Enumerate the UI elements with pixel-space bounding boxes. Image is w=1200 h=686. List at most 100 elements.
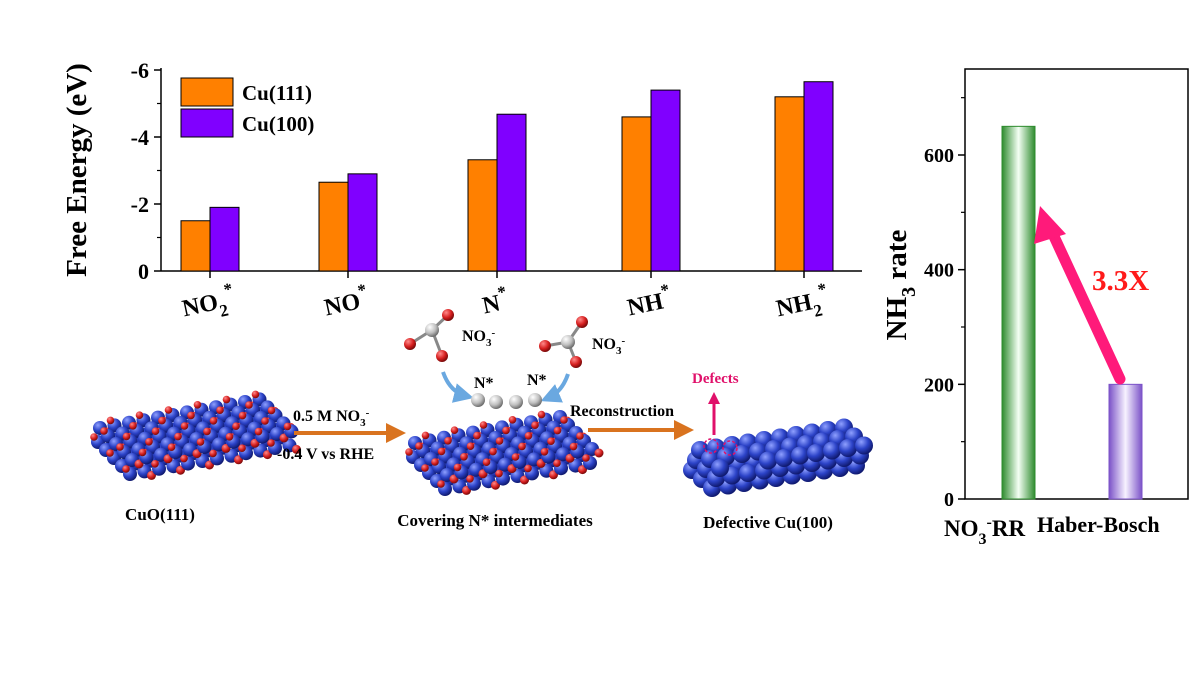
o-atom	[245, 401, 253, 409]
defect-marker-2	[722, 440, 738, 456]
o-atom	[421, 464, 429, 472]
o-atom	[167, 443, 176, 452]
bar-haber-bosch	[1108, 383, 1143, 500]
free-energy-y-axis-label: Free Energy (eV)	[61, 63, 93, 277]
o-atom	[524, 432, 533, 440]
o-atom	[482, 458, 491, 467]
o-atom	[209, 417, 218, 425]
x-tick-label-2: N*	[479, 282, 511, 320]
o-atom	[437, 480, 445, 488]
o-atom	[106, 416, 115, 425]
o-atom	[453, 463, 462, 472]
o-atom	[479, 421, 488, 429]
o-atom	[495, 469, 503, 478]
o-atom	[187, 411, 195, 420]
cu-atom	[791, 446, 809, 465]
x-tick-label-0: NO2*	[178, 279, 238, 328]
o-atom	[196, 438, 205, 446]
o-atom	[473, 431, 481, 440]
o-atom	[116, 443, 124, 451]
o-atom	[576, 432, 584, 440]
bar-cu111-1	[318, 181, 349, 272]
enhancement-factor-label: 3.3X	[1092, 265, 1149, 297]
defective-cu100-slab-illustration	[683, 418, 873, 497]
electrolyte-label: 0.5 M NO3-	[293, 407, 370, 429]
o-atom	[254, 427, 263, 436]
o-atom	[100, 427, 108, 435]
o-atom	[466, 442, 475, 451]
o-atom	[267, 439, 275, 447]
cu-atom	[855, 436, 873, 455]
o-atom	[594, 448, 604, 458]
bar-cu100-1	[347, 173, 378, 272]
o-atom	[437, 447, 446, 456]
o-atom	[511, 453, 520, 461]
nh3-rate-y-ticks: 0 200 400 600	[924, 97, 965, 511]
o-atom	[193, 401, 202, 409]
o-atom	[489, 447, 497, 456]
o-atom	[531, 421, 539, 430]
o-atom	[122, 465, 130, 473]
cu-atom	[711, 459, 729, 477]
legend-swatch-cu111	[180, 77, 234, 107]
bar-cu111-2	[467, 159, 498, 272]
o-atom	[283, 422, 292, 431]
o-atom	[415, 442, 423, 450]
y-tick-label: 600	[924, 145, 954, 167]
o-atom	[106, 449, 114, 457]
o-atom	[444, 437, 452, 445]
n-covered-slab-illustration	[405, 410, 604, 496]
reconstruction-schematic: NO3- NO3- N* N* 0.5 M NO3- -0.4 V vs	[90, 309, 873, 532]
legend-swatch-cu100	[180, 108, 234, 138]
legend-label-cu100: Cu(100)	[242, 112, 314, 136]
y-tick-label: 0	[944, 489, 954, 511]
cu-atom	[775, 449, 793, 467]
cu-atom	[823, 441, 841, 460]
cu-atom	[839, 439, 857, 457]
o-atom	[540, 448, 549, 456]
cuo-catalyst-label: CuO(111)	[125, 505, 195, 524]
o-atom	[238, 411, 247, 420]
x-tick-label-no3rr: NO3-RR	[944, 514, 1025, 548]
bar-cu100-0	[209, 206, 240, 272]
bar-cu100-2	[496, 113, 527, 272]
o-atom	[203, 427, 211, 436]
o-atom	[560, 416, 568, 424]
y-tick-label: -2	[131, 192, 149, 217]
potential-label: -0.4 V vs RHE	[277, 446, 374, 463]
bar-cu111-3	[621, 116, 652, 272]
y-tick-label: -4	[131, 125, 149, 150]
free-energy-bars	[180, 81, 834, 272]
adsorption-arrow-right	[540, 373, 570, 403]
nitrate-molecule-right	[539, 316, 588, 368]
o-atom	[225, 433, 234, 441]
o-atom	[90, 433, 98, 441]
y-tick-label: 400	[924, 260, 954, 282]
nh3-rate-plot-frame	[964, 68, 1189, 500]
free-energy-y-ticks: 0 -2 -4 -6	[131, 58, 161, 284]
nh3-rate-chart: 0 200 400 600 NH3 rate NO3-RR Haber-Bosch 3…	[881, 68, 1189, 548]
x-tick-label-haber-bosch: Haber-Bosch	[1037, 512, 1160, 537]
nh3-rate-bars	[1001, 125, 1143, 500]
o-atom	[569, 442, 578, 451]
enhancement-arrow	[1034, 206, 1126, 385]
o-atom	[129, 422, 137, 430]
o-atom	[261, 417, 269, 425]
o-atom	[164, 406, 173, 414]
o-atom	[138, 448, 147, 457]
o-atom	[180, 422, 189, 430]
o-atom	[232, 422, 240, 431]
o-atom	[502, 426, 510, 435]
nitrate-label-left: NO3-	[462, 327, 496, 349]
o-atom	[553, 459, 561, 468]
o-atom	[582, 454, 590, 462]
o-atom	[524, 464, 532, 473]
adsorbed-n-atoms	[471, 393, 542, 409]
o-atom	[421, 431, 430, 440]
o-atom	[553, 426, 562, 435]
reconstruction-label: Reconstruction	[570, 403, 674, 420]
o-atom	[547, 437, 555, 446]
cu-atom	[807, 444, 825, 462]
nitrate-molecule-left	[404, 309, 454, 362]
